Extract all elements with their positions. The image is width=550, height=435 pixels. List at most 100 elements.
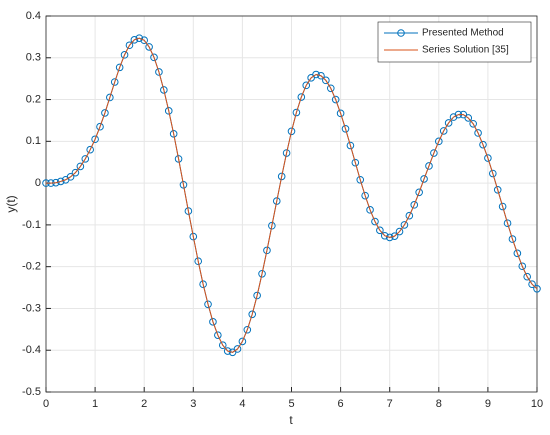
marker <box>115 63 124 72</box>
marker <box>81 155 90 163</box>
marker <box>277 172 286 181</box>
marker <box>508 235 517 243</box>
marker <box>287 127 296 136</box>
marker <box>385 233 394 242</box>
marker <box>199 280 207 289</box>
legend-label: Presented Method <box>422 28 504 39</box>
marker <box>76 162 85 171</box>
legend-box <box>377 21 532 63</box>
x-tick-label: 1 <box>92 398 98 410</box>
y-tick-label: 0.1 <box>26 135 41 147</box>
x-axis-label: t <box>289 413 293 427</box>
marker <box>469 119 477 128</box>
marker <box>155 68 163 76</box>
marker <box>395 227 404 236</box>
marker <box>356 175 365 184</box>
marker <box>91 135 99 144</box>
y-axis-label: y(t) <box>4 195 18 212</box>
y-tick-label: 0.4 <box>26 10 41 22</box>
marker <box>160 86 168 94</box>
y-tick-label: 0 <box>35 177 41 189</box>
marker <box>474 129 482 137</box>
x-tick-label: 2 <box>141 398 147 410</box>
marker <box>351 158 360 167</box>
marker <box>66 173 75 181</box>
y-tick-label: -0.2 <box>22 261 41 273</box>
marker <box>130 36 139 44</box>
marker <box>415 188 423 197</box>
marker <box>425 162 433 170</box>
marker <box>444 119 453 127</box>
marker <box>268 221 276 230</box>
axes-box <box>45 15 538 393</box>
y-tick-label: -0.1 <box>22 219 41 231</box>
marker <box>366 206 374 214</box>
marker <box>297 93 306 101</box>
marker <box>243 325 252 334</box>
marker <box>400 221 409 229</box>
x-tick-label: 6 <box>338 398 344 410</box>
marker <box>209 318 217 326</box>
marker <box>513 249 522 258</box>
marker <box>326 84 335 93</box>
marker <box>258 269 266 278</box>
y-tick-label: -0.3 <box>22 302 41 314</box>
marker <box>101 109 109 117</box>
y-tick-label: 0.3 <box>26 52 41 64</box>
marker <box>204 300 212 309</box>
x-tick-label: 5 <box>288 398 294 410</box>
marker <box>125 41 134 50</box>
marker <box>331 95 340 104</box>
marker <box>140 36 148 45</box>
x-tick-label: 8 <box>436 398 442 410</box>
marker <box>371 217 379 226</box>
marker <box>184 207 193 215</box>
marker <box>233 345 242 353</box>
x-tick-label: 3 <box>190 398 196 410</box>
marker <box>312 70 320 79</box>
marker <box>533 285 541 293</box>
marker <box>238 337 247 346</box>
marker <box>164 107 173 115</box>
marker <box>498 202 507 211</box>
marker <box>479 140 487 149</box>
marker <box>292 108 301 117</box>
marker <box>518 262 527 271</box>
marker <box>110 78 119 86</box>
marker <box>282 149 291 157</box>
y-tick-label: 0.2 <box>26 93 41 105</box>
x-tick-label: 7 <box>387 398 393 410</box>
marker <box>169 130 178 138</box>
marker <box>405 211 414 220</box>
marker <box>435 137 443 146</box>
legend: Presented Method Series Solution [35] <box>377 21 532 63</box>
marker <box>493 185 502 194</box>
marker <box>174 155 183 163</box>
marker <box>346 141 355 150</box>
marker <box>523 272 531 281</box>
x-tick-label: 4 <box>239 398 245 410</box>
marker <box>341 125 350 133</box>
marker <box>439 127 448 135</box>
marker <box>317 71 325 80</box>
marker <box>86 145 94 154</box>
marker <box>253 291 261 300</box>
marker <box>248 310 257 319</box>
marker <box>302 81 311 90</box>
marker <box>361 191 369 200</box>
legend-marker <box>397 29 405 37</box>
marker <box>272 197 281 205</box>
marker <box>120 51 129 59</box>
marker <box>489 169 497 178</box>
marker <box>223 347 232 355</box>
marker <box>503 219 512 228</box>
marker <box>528 280 536 289</box>
y-tick-label: -0.4 <box>22 344 41 356</box>
marker <box>336 109 345 118</box>
series-line <box>46 37 538 353</box>
marker <box>214 331 222 339</box>
marker <box>390 232 399 240</box>
y-tick-label: -0.5 <box>22 386 41 398</box>
